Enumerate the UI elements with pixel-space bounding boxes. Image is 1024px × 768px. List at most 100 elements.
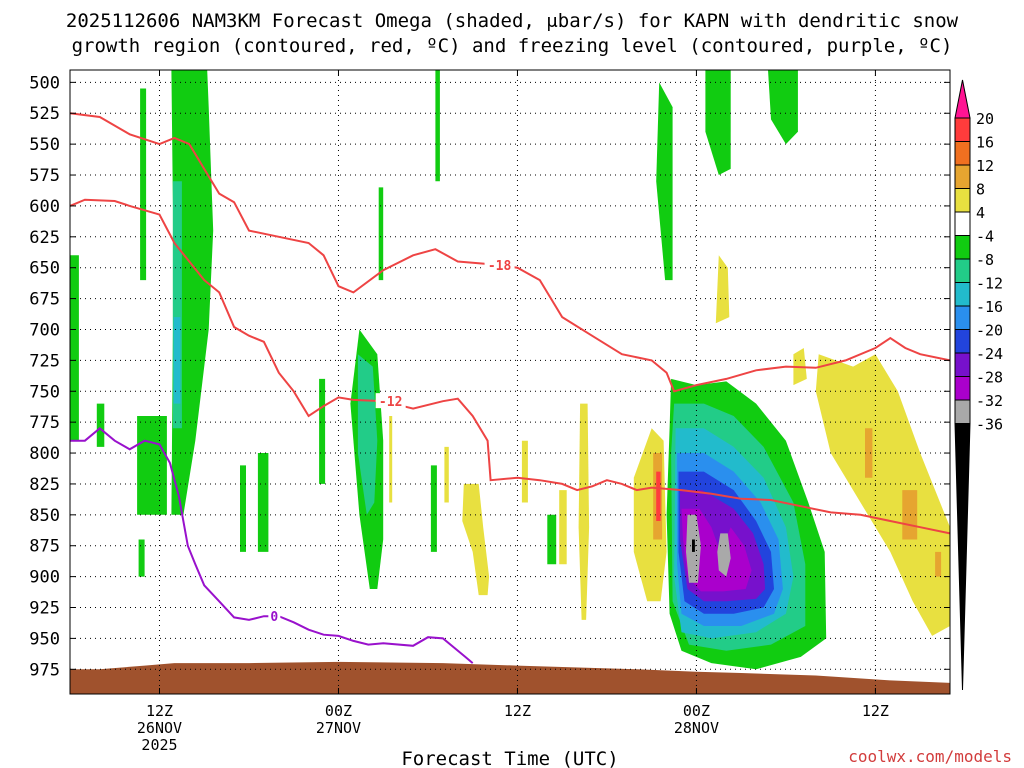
dgz-label-bg-0: [484, 257, 515, 273]
omega-region-33: [521, 440, 528, 503]
dgz-contour-1: [69, 198, 951, 535]
colorbar-label-0: 20: [976, 110, 994, 128]
plot-frame: [69, 69, 951, 695]
y-tick-label-8: 700: [29, 320, 60, 340]
omega-region-26: [681, 508, 752, 592]
terrain: [70, 661, 950, 694]
chart-title-line1: 2025112606 NAM3KM Forecast Omega (shaded…: [66, 10, 959, 32]
colorbar-top-arrow: [954, 79, 971, 119]
colorbar-bottom-arrow: [954, 423, 971, 691]
colorbar-label-9: -20: [976, 322, 1003, 340]
freezing-label-bg: [268, 608, 281, 624]
omega-region-30: [462, 483, 490, 596]
y-tick-label-0: 500: [29, 73, 60, 93]
omega-region-7: [138, 539, 145, 577]
colorbar-label-7: -12: [976, 275, 1003, 293]
colorbar-label-8: -16: [976, 298, 1003, 316]
colorbar-label-5: -4: [976, 228, 994, 246]
omega-region-41: [815, 354, 950, 636]
y-tick-label-4: 600: [29, 197, 60, 217]
omega-region-42: [865, 428, 873, 478]
colorbar-box-13: [954, 399, 971, 424]
omega-region-39: [715, 255, 730, 324]
x-tick-label-0-1: 26NOV: [137, 719, 182, 737]
x-axis-label: Forecast Time (UTC): [401, 748, 618, 768]
colorbar-label-1: 16: [976, 134, 994, 152]
omega-region-16: [547, 514, 557, 565]
x-tick-label-1-1: 27NOV: [316, 719, 361, 737]
omega-region-8: [240, 465, 246, 552]
y-tick-label-13: 825: [29, 475, 60, 495]
omega-region-1: [96, 403, 105, 447]
omega-region-6: [173, 317, 181, 404]
x-tick-label-4-0: 12Z: [862, 702, 889, 720]
x-tick-label-3-0: 00Z: [683, 702, 710, 720]
dgz-contour-label-1: -12: [379, 395, 402, 410]
y-tick-label-1: 525: [29, 104, 60, 124]
omega-region-18: [705, 70, 731, 175]
colorbar-label-11: -28: [976, 369, 1003, 387]
y-tick-label-2: 550: [29, 135, 60, 155]
y-tick-label-14: 850: [29, 506, 60, 526]
y-tick-label-3: 575: [29, 166, 60, 186]
colorbar-box-2: [954, 141, 971, 166]
colorbar-label-4: 4: [976, 204, 985, 222]
dgz-contour-label-0: -18: [488, 259, 512, 274]
freezing-contour-label: 0: [270, 610, 278, 625]
colorbar: 20 16 12 8 4 -4 -8 -12 -16 -20 -24 -28 -32 -36: [954, 79, 1003, 691]
colorbar-box-4: [954, 188, 971, 213]
colorbar-box-3: [954, 164, 971, 189]
colorbar-box-12: [954, 376, 971, 401]
omega-region-38: [656, 471, 661, 521]
colorbar-label-2: 12: [976, 157, 994, 175]
omega-region-17: [656, 82, 673, 281]
y-tick-label-9: 725: [29, 351, 60, 371]
omega-region-43: [902, 490, 918, 540]
credit-text: coolwx.com/models: [848, 747, 1012, 766]
freezing-contour: [70, 426, 474, 664]
omega-region-2: [140, 88, 147, 281]
y-tick-label-6: 650: [29, 259, 60, 279]
y-tick-label-16: 900: [29, 568, 60, 588]
colorbar-box-11: [954, 352, 971, 377]
temperature-contours: -18 -12 0: [69, 112, 951, 664]
omega-region-13: [378, 187, 384, 281]
colorbar-box-9: [954, 305, 971, 330]
y-axis: 500 525 550 575 600 625 650 675 700 725 750 775 800 8…: [29, 73, 950, 680]
colorbar-box-5: [954, 211, 971, 236]
x-tick-label-0-0: 12Z: [146, 702, 173, 720]
x-tick-label-2-0: 12Z: [504, 702, 531, 720]
colorbar-label-10: -24: [976, 345, 1003, 363]
y-tick-label-10: 750: [29, 382, 60, 402]
colorbar-label-12: -32: [976, 392, 1003, 410]
omega-region-19: [768, 70, 798, 145]
y-tick-label-18: 950: [29, 629, 60, 649]
colorbar-label-3: 8: [976, 181, 985, 199]
omega-region-0: [70, 255, 79, 441]
colorbar-box-8: [954, 282, 971, 307]
x-tick-label-1-0: 00Z: [325, 702, 352, 720]
colorbar-box-7: [954, 258, 971, 283]
y-tick-label-19: 975: [29, 660, 60, 680]
omega-region-28: [717, 533, 731, 577]
colorbar-box-6: [954, 235, 971, 260]
omega-region-15: [430, 465, 437, 552]
omega-region-12: [357, 354, 378, 515]
omega-region-44: [935, 551, 942, 577]
omega-region-10: [319, 378, 326, 484]
colorbar-label-13: -36: [976, 416, 1003, 434]
y-tick-label-7: 675: [29, 290, 60, 310]
y-tick-label-11: 775: [29, 413, 60, 433]
y-tick-label-5: 625: [29, 228, 60, 248]
omega-region-35: [578, 403, 590, 620]
y-tick-label-15: 875: [29, 537, 60, 557]
omega-region-14: [435, 70, 440, 182]
dgz-label-bg-1: [375, 393, 406, 409]
omega-region-3: [137, 416, 167, 515]
omega-region-32: [444, 446, 449, 503]
colorbar-box-1: [954, 117, 971, 142]
terrain-fill: [70, 661, 950, 694]
chart-title-line2: growth region (contoured, red, ºC) and f…: [72, 35, 953, 57]
